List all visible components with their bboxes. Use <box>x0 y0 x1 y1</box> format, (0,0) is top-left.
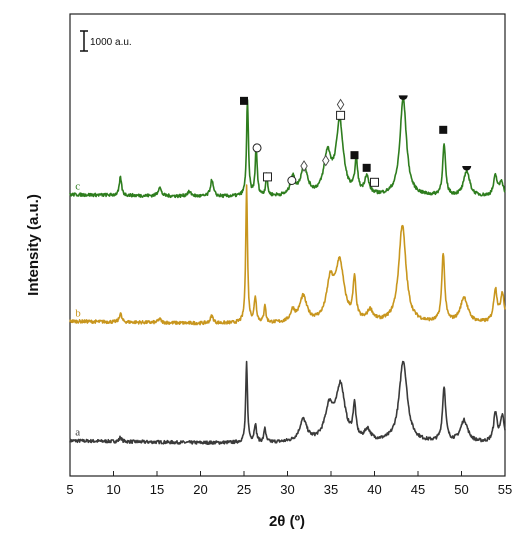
marker-half-circle <box>462 166 472 171</box>
series-label-a: a <box>75 427 80 439</box>
scale-bar: 1000 a.u. <box>80 30 132 52</box>
x-tick-label: 20 <box>193 482 207 497</box>
x-tick-label: 30 <box>280 482 294 497</box>
x-tick-label: 10 <box>106 482 120 497</box>
marker-open-circle <box>287 176 297 185</box>
x-tick-label: 25 <box>237 482 251 497</box>
marker-half-circle <box>398 95 408 100</box>
x-tick-label: 55 <box>498 482 512 497</box>
phase-markers <box>240 95 472 187</box>
marker-open-diamond <box>300 160 308 172</box>
x-axis-ticks: 5 10 15 20 25 30 35 40 45 50 55 <box>66 471 512 497</box>
marker-open-circle <box>252 143 262 153</box>
x-tick-label: 5 <box>66 482 73 497</box>
plot-frame <box>69 13 506 477</box>
marker-filled-square <box>439 125 448 134</box>
series-line-b <box>69 184 506 326</box>
marker-open-diamond <box>322 154 330 167</box>
marker-open-diamond <box>336 98 345 111</box>
x-tick-label: 15 <box>150 482 164 497</box>
x-axis-title: 2θ (º) <box>269 513 305 530</box>
y-axis-title: Intensity (a.u.) <box>25 194 42 296</box>
diffraction-traces: a b c <box>69 97 506 445</box>
series-line-c <box>69 97 506 199</box>
x-tick-label: 40 <box>367 482 381 497</box>
marker-open-square <box>370 177 379 187</box>
marker-filled-square <box>350 151 359 160</box>
x-tick-label: 45 <box>411 482 425 497</box>
marker-open-square <box>262 172 272 182</box>
series-label-c: c <box>75 181 80 193</box>
x-tick-label: 35 <box>324 482 338 497</box>
series-line-a <box>69 360 506 445</box>
x-tick-label: 50 <box>454 482 468 497</box>
marker-filled-square <box>240 96 248 105</box>
series-label-b: b <box>75 307 81 319</box>
scale-bar-label: 1000 a.u. <box>90 37 132 48</box>
marker-filled-square <box>362 163 371 172</box>
marker-open-square <box>336 110 346 120</box>
